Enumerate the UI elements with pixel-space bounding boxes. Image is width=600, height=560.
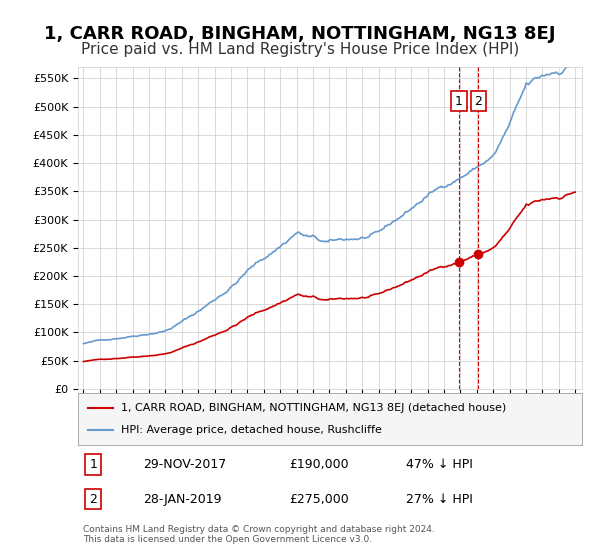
Text: £190,000: £190,000 [290, 458, 349, 471]
Text: 2: 2 [89, 493, 97, 506]
Text: Contains HM Land Registry data © Crown copyright and database right 2024.
This d: Contains HM Land Registry data © Crown c… [83, 525, 435, 544]
Text: 1, CARR ROAD, BINGHAM, NOTTINGHAM, NG13 8EJ (detached house): 1, CARR ROAD, BINGHAM, NOTTINGHAM, NG13 … [121, 403, 506, 413]
Text: 29-NOV-2017: 29-NOV-2017 [143, 458, 227, 471]
Text: Price paid vs. HM Land Registry's House Price Index (HPI): Price paid vs. HM Land Registry's House … [81, 42, 519, 57]
Text: 27% ↓ HPI: 27% ↓ HPI [406, 493, 472, 506]
Text: 1: 1 [455, 95, 463, 108]
Text: 28-JAN-2019: 28-JAN-2019 [143, 493, 222, 506]
Text: 1: 1 [89, 458, 97, 471]
Text: 47% ↓ HPI: 47% ↓ HPI [406, 458, 472, 471]
Text: HPI: Average price, detached house, Rushcliffe: HPI: Average price, detached house, Rush… [121, 426, 382, 436]
Text: £275,000: £275,000 [290, 493, 349, 506]
Text: 1, CARR ROAD, BINGHAM, NOTTINGHAM, NG13 8EJ: 1, CARR ROAD, BINGHAM, NOTTINGHAM, NG13 … [44, 25, 556, 43]
Text: 2: 2 [475, 95, 482, 108]
